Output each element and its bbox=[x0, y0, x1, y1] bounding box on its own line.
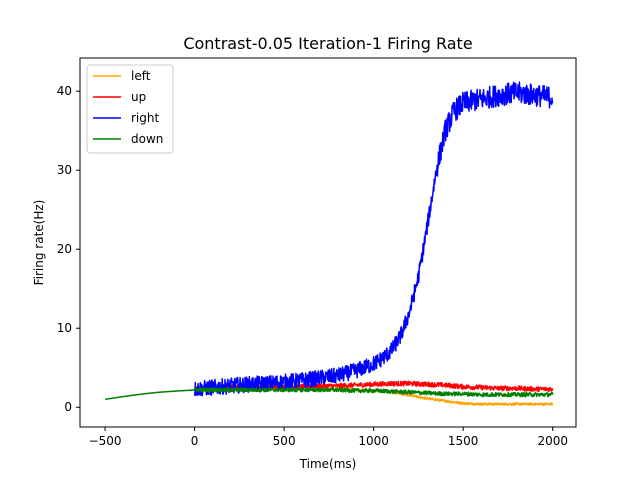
y-tick-label: 40 bbox=[57, 84, 72, 98]
legend-label-down: down bbox=[131, 132, 163, 146]
plot-frame bbox=[79, 57, 577, 428]
x-axis-label: Time(ms) bbox=[299, 457, 357, 471]
x-tick-label: 1500 bbox=[448, 434, 479, 448]
y-tick-label: 20 bbox=[57, 242, 72, 256]
y-tick-label: 30 bbox=[57, 163, 72, 177]
legend-label-left: left bbox=[131, 69, 151, 83]
chart-title: Contrast-0.05 Iteration-1 Firing Rate bbox=[183, 34, 472, 53]
legend-label-up: up bbox=[131, 90, 146, 104]
baseline-line bbox=[104, 389, 195, 401]
series-line-down bbox=[193, 387, 554, 398]
x-tick-label: −500 bbox=[89, 434, 122, 448]
y-axis-label: Firing rate(Hz) bbox=[32, 200, 46, 286]
y-axis: 0 10 20 30 40 bbox=[57, 84, 80, 414]
y-tick-label: 0 bbox=[64, 400, 72, 414]
x-axis: −500 0 500 1000 1500 2000 bbox=[89, 427, 568, 448]
x-tick-label: 0 bbox=[191, 434, 199, 448]
legend: left up right down bbox=[86, 64, 174, 154]
y-tick-label: 10 bbox=[57, 321, 72, 335]
legend-label-right: right bbox=[131, 111, 159, 125]
plot-area bbox=[104, 81, 554, 406]
x-tick-label: 500 bbox=[273, 434, 296, 448]
legend-box bbox=[86, 64, 174, 154]
x-tick-label: 2000 bbox=[537, 434, 568, 448]
x-tick-label: 1000 bbox=[358, 434, 389, 448]
